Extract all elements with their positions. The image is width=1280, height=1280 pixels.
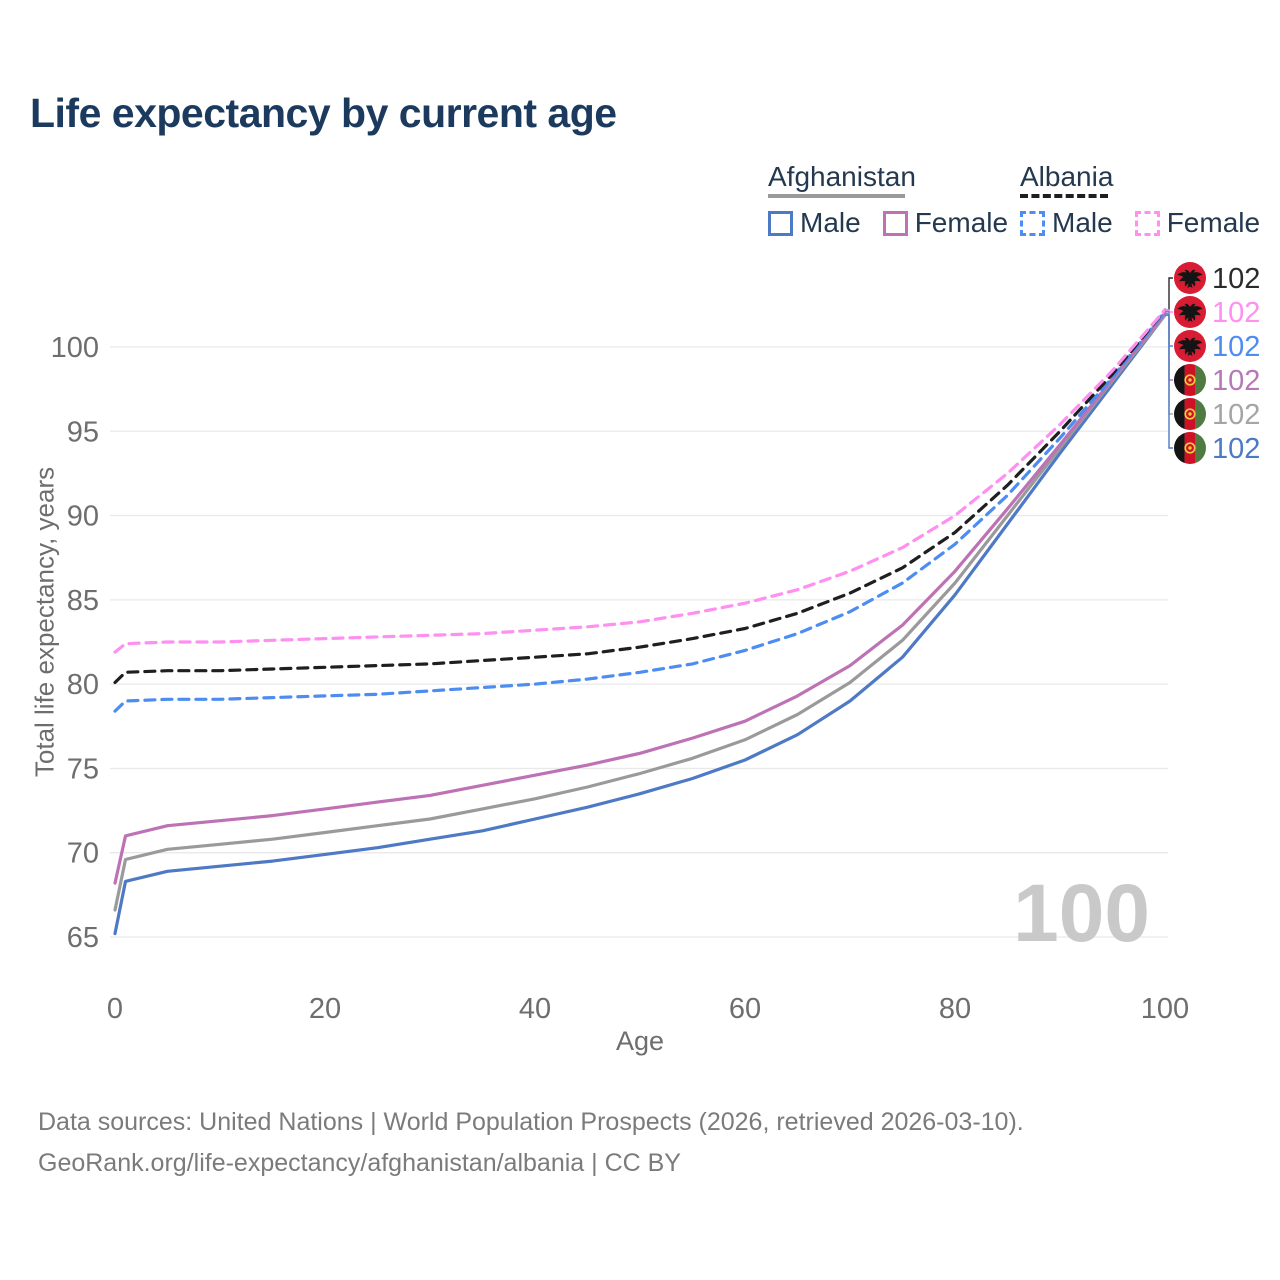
legend-swatch-afghanistan-male bbox=[768, 210, 793, 236]
series-line-afghanistan-female bbox=[113, 311, 1167, 885]
series-line-afghanistan-male bbox=[113, 313, 1167, 936]
legend-swatch-afghanistan-female bbox=[882, 210, 908, 236]
legend-group-albania: Albania Male Female bbox=[1020, 162, 1280, 239]
x-tick-label-100: 100 bbox=[1141, 993, 1189, 1025]
y-tick-label-100: 100 bbox=[51, 332, 99, 364]
legend-item-afghanistan-male[interactable]: Male bbox=[768, 207, 861, 239]
series-line-albania-female bbox=[113, 308, 1167, 654]
series-line-albania-male bbox=[113, 310, 1167, 713]
end-label-value: 102 bbox=[1212, 331, 1260, 363]
end-label-value: 102 bbox=[1212, 297, 1260, 329]
x-tick-label-20: 20 bbox=[309, 993, 341, 1025]
end-label-connector bbox=[1165, 277, 1173, 311]
legend-country-albania[interactable]: Albania bbox=[1020, 161, 1114, 192]
x-axis-title: Age bbox=[616, 1026, 664, 1056]
legend-swatch-albania-male bbox=[1020, 210, 1045, 236]
end-label-value: 102 bbox=[1212, 263, 1260, 295]
y-tick-label-95: 95 bbox=[67, 416, 99, 448]
albania-eagle-glyph bbox=[1177, 303, 1203, 322]
afghanistan-flag-icon bbox=[1174, 364, 1206, 396]
end-label-value: 102 bbox=[1212, 365, 1260, 397]
legend-label-albania-female: Female bbox=[1166, 207, 1261, 238]
footer-link[interactable]: GeoRank.org/life-expectancy/afghanistan/… bbox=[38, 1149, 681, 1177]
legend-item-afghanistan-female[interactable]: Female bbox=[882, 207, 1009, 239]
y-tick-label-65: 65 bbox=[67, 922, 99, 954]
page-title: Life expectancy by current age bbox=[30, 90, 617, 136]
end-label-value: 102 bbox=[1212, 433, 1260, 465]
y-tick-label-70: 70 bbox=[67, 838, 99, 870]
legend-line-afghanistan-both bbox=[768, 194, 905, 198]
legend-swatch-albania-female bbox=[1134, 210, 1160, 236]
y-tick-label-85: 85 bbox=[67, 585, 99, 617]
albania-eagle-glyph bbox=[1177, 337, 1203, 356]
legend-country-afghanistan[interactable]: Afghanistan bbox=[768, 161, 916, 192]
legend-label-afghanistan-male: Male bbox=[800, 207, 861, 238]
afghanistan-flag-icon bbox=[1174, 398, 1206, 430]
afghanistan-flag-icon bbox=[1174, 432, 1206, 464]
y-tick-label-75: 75 bbox=[67, 753, 99, 785]
legend-label-albania-male: Male bbox=[1052, 207, 1113, 238]
legend-item-albania-female[interactable]: Female bbox=[1134, 207, 1261, 239]
x-tick-label-0: 0 bbox=[107, 993, 123, 1025]
legend-label-afghanistan-female: Female bbox=[914, 207, 1009, 238]
y-tick-label-80: 80 bbox=[67, 669, 99, 701]
x-tick-label-40: 40 bbox=[519, 993, 551, 1025]
legend-group-afghanistan: Afghanistan Male Female bbox=[768, 162, 1030, 239]
end-label-value: 102 bbox=[1212, 399, 1260, 431]
y-tick-label-90: 90 bbox=[67, 501, 99, 533]
x-tick-label-80: 80 bbox=[939, 993, 971, 1025]
legend-line-albania-both bbox=[1020, 194, 1108, 198]
x-tick-label-60: 60 bbox=[729, 993, 761, 1025]
footer: Data sources: United Nations | World Pop… bbox=[38, 1102, 1024, 1184]
legend-item-albania-male[interactable]: Male bbox=[1020, 207, 1113, 239]
end-label-connector bbox=[1165, 314, 1173, 449]
series-line-afghanistan-both bbox=[113, 313, 1167, 912]
series-line-albania-both bbox=[113, 308, 1167, 685]
age-watermark: 100 bbox=[1013, 868, 1150, 959]
footer-data-sources: Data sources: United Nations | World Pop… bbox=[38, 1108, 1024, 1136]
albania-eagle-glyph bbox=[1177, 269, 1203, 288]
